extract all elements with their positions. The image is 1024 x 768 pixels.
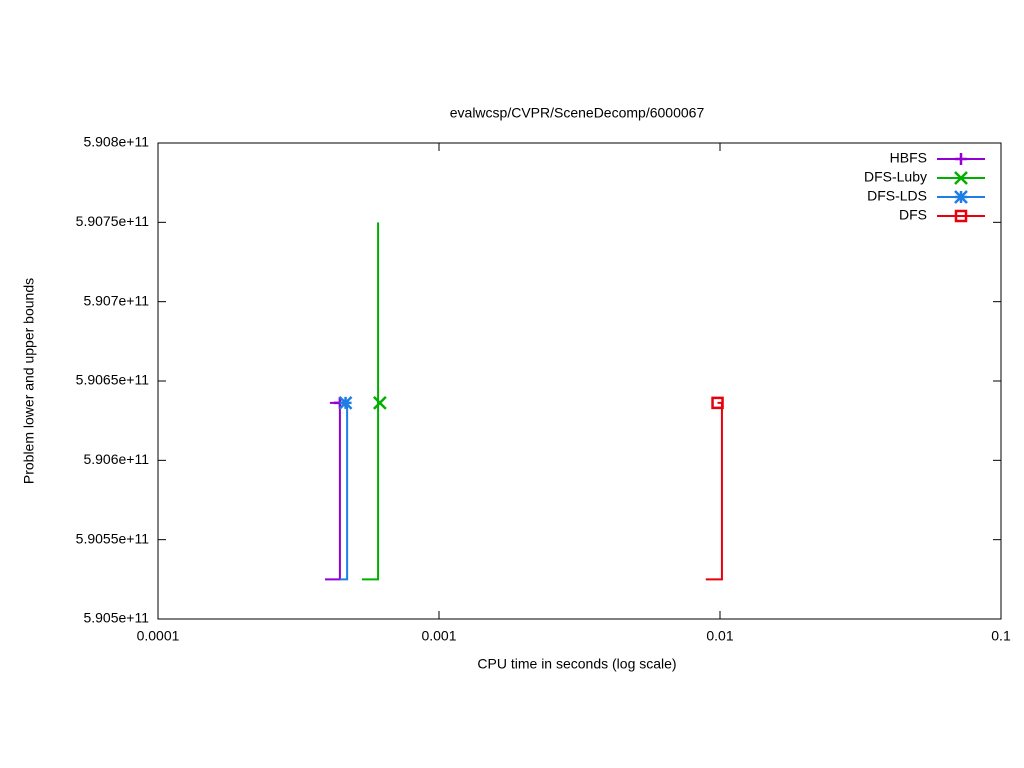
y-tick-label: 5.905e+11 (83, 610, 149, 626)
legend-marker (954, 209, 968, 223)
x-tick-label: 0.1 (991, 628, 1011, 644)
y-tick-label: 5.908e+11 (83, 134, 149, 150)
chart-title: evalwcsp/CVPR/SceneDecomp/6000067 (450, 105, 705, 121)
legend-label: HBFS (890, 150, 927, 166)
y-axis-label: Problem lower and upper bounds (21, 278, 37, 484)
series-line (361, 222, 380, 581)
y-tick-label: 5.9075e+11 (76, 213, 150, 229)
series-line (705, 401, 723, 581)
marker (711, 396, 724, 410)
x-tick-label: 0.0001 (137, 628, 180, 644)
marker (338, 396, 353, 410)
legend-marker (955, 153, 967, 165)
y-tick-label: 5.907e+11 (83, 292, 149, 308)
series-line (339, 402, 349, 581)
x-tick-label: 0.001 (421, 628, 456, 644)
x-tick-label: 0.01 (706, 628, 733, 644)
marker (372, 396, 387, 410)
legend-label: DFS (899, 207, 927, 223)
legend-marker (954, 171, 968, 185)
y-tick-label: 5.906e+11 (83, 451, 149, 467)
legend-marker (954, 190, 968, 204)
legend-label: DFS-LDS (867, 188, 927, 204)
legend-label: DFS-Luby (864, 169, 927, 185)
y-tick-label: 5.9055e+11 (76, 530, 150, 546)
y-tick-label: 5.9065e+11 (76, 372, 150, 388)
x-axis-label: CPU time in seconds (log scale) (477, 656, 676, 672)
